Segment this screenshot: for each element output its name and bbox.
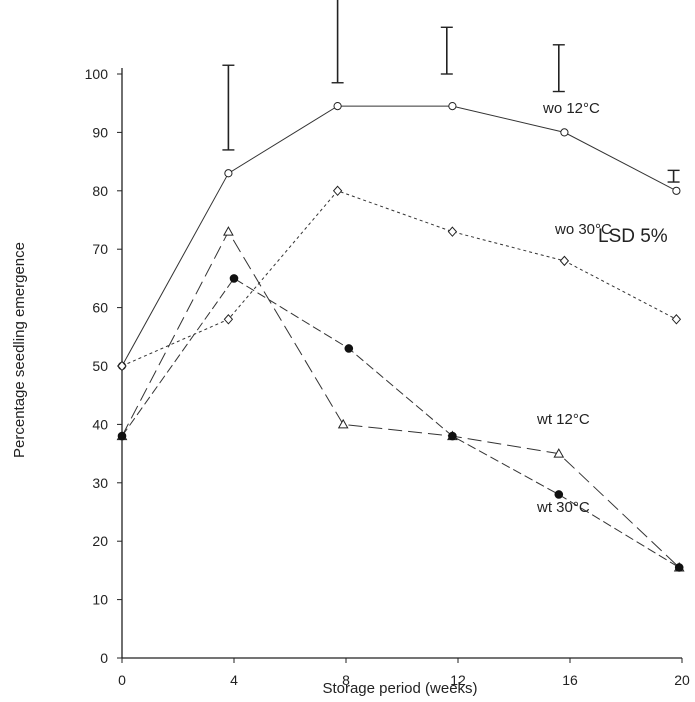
data-point — [337, 418, 349, 429]
data-point — [344, 344, 354, 353]
x-axis-title: Storage period (weeks) — [322, 680, 477, 697]
data-point — [333, 102, 342, 111]
lsd-bars — [222, 0, 680, 183]
data-point — [223, 314, 234, 325]
y-tick-label: 10 — [92, 592, 108, 608]
lsd-bar — [552, 44, 565, 93]
series-label-wo-12: wo 12°C — [542, 100, 600, 117]
lsd-bar — [222, 64, 235, 151]
labels: Storage period (weeks) Percentage seedli… — [11, 100, 668, 697]
y-tick-label: 80 — [92, 183, 108, 199]
data-point — [447, 226, 458, 237]
data-point — [224, 169, 233, 178]
series-markers — [116, 102, 685, 572]
y-axis-title: Percentage seedling emergence — [11, 242, 28, 458]
data-point — [559, 255, 570, 267]
data-point — [560, 128, 569, 137]
y-tick-label: 0 — [100, 650, 108, 666]
data-point — [674, 563, 684, 572]
series-line-3 — [121, 277, 680, 568]
series-line-2 — [121, 230, 680, 568]
y-tick-label: 50 — [92, 358, 108, 374]
x-tick-label: 0 — [118, 672, 126, 688]
lsd-bar — [331, 0, 344, 84]
series-line-0 — [121, 105, 677, 367]
lsd-bar — [440, 26, 453, 75]
x-tick-label: 16 — [562, 672, 578, 688]
series-label-wo-30: wo 30°C — [554, 221, 612, 238]
data-point — [117, 360, 127, 372]
x-tick-label: 4 — [230, 672, 238, 688]
axes: 0 10 20 30 40 50 60 70 80 90 100 0 4 8 12 16 20 — [85, 66, 690, 688]
y-tick-label: 90 — [92, 124, 108, 140]
series-lines — [121, 105, 680, 568]
data-point — [672, 186, 681, 195]
y-tick-label: 70 — [92, 241, 108, 257]
data-point — [448, 431, 457, 441]
data-point — [229, 274, 239, 283]
x-tick-label: 8 — [342, 672, 350, 688]
data-point — [553, 448, 565, 458]
y-tick-label: 100 — [85, 66, 109, 82]
data-point — [117, 431, 127, 441]
y-tick-label: 40 — [92, 416, 108, 432]
series-label-wt-30: wt 30°C — [536, 499, 590, 516]
y-tick-label: 30 — [92, 475, 108, 491]
series-line-1 — [121, 190, 677, 367]
data-point — [223, 226, 234, 236]
y-tick-label: 20 — [92, 533, 108, 549]
data-point — [554, 490, 564, 499]
series-label-wt-12: wt 12°C — [536, 411, 590, 428]
x-tick-label: 20 — [674, 672, 690, 688]
x-tick-label: 12 — [450, 672, 466, 688]
lsd-label: LSD 5% — [598, 226, 668, 247]
lsd-bar — [667, 169, 680, 183]
data-point — [332, 185, 343, 197]
y-tick-label: 60 — [92, 300, 108, 316]
data-point — [448, 102, 457, 111]
data-point — [671, 314, 682, 325]
